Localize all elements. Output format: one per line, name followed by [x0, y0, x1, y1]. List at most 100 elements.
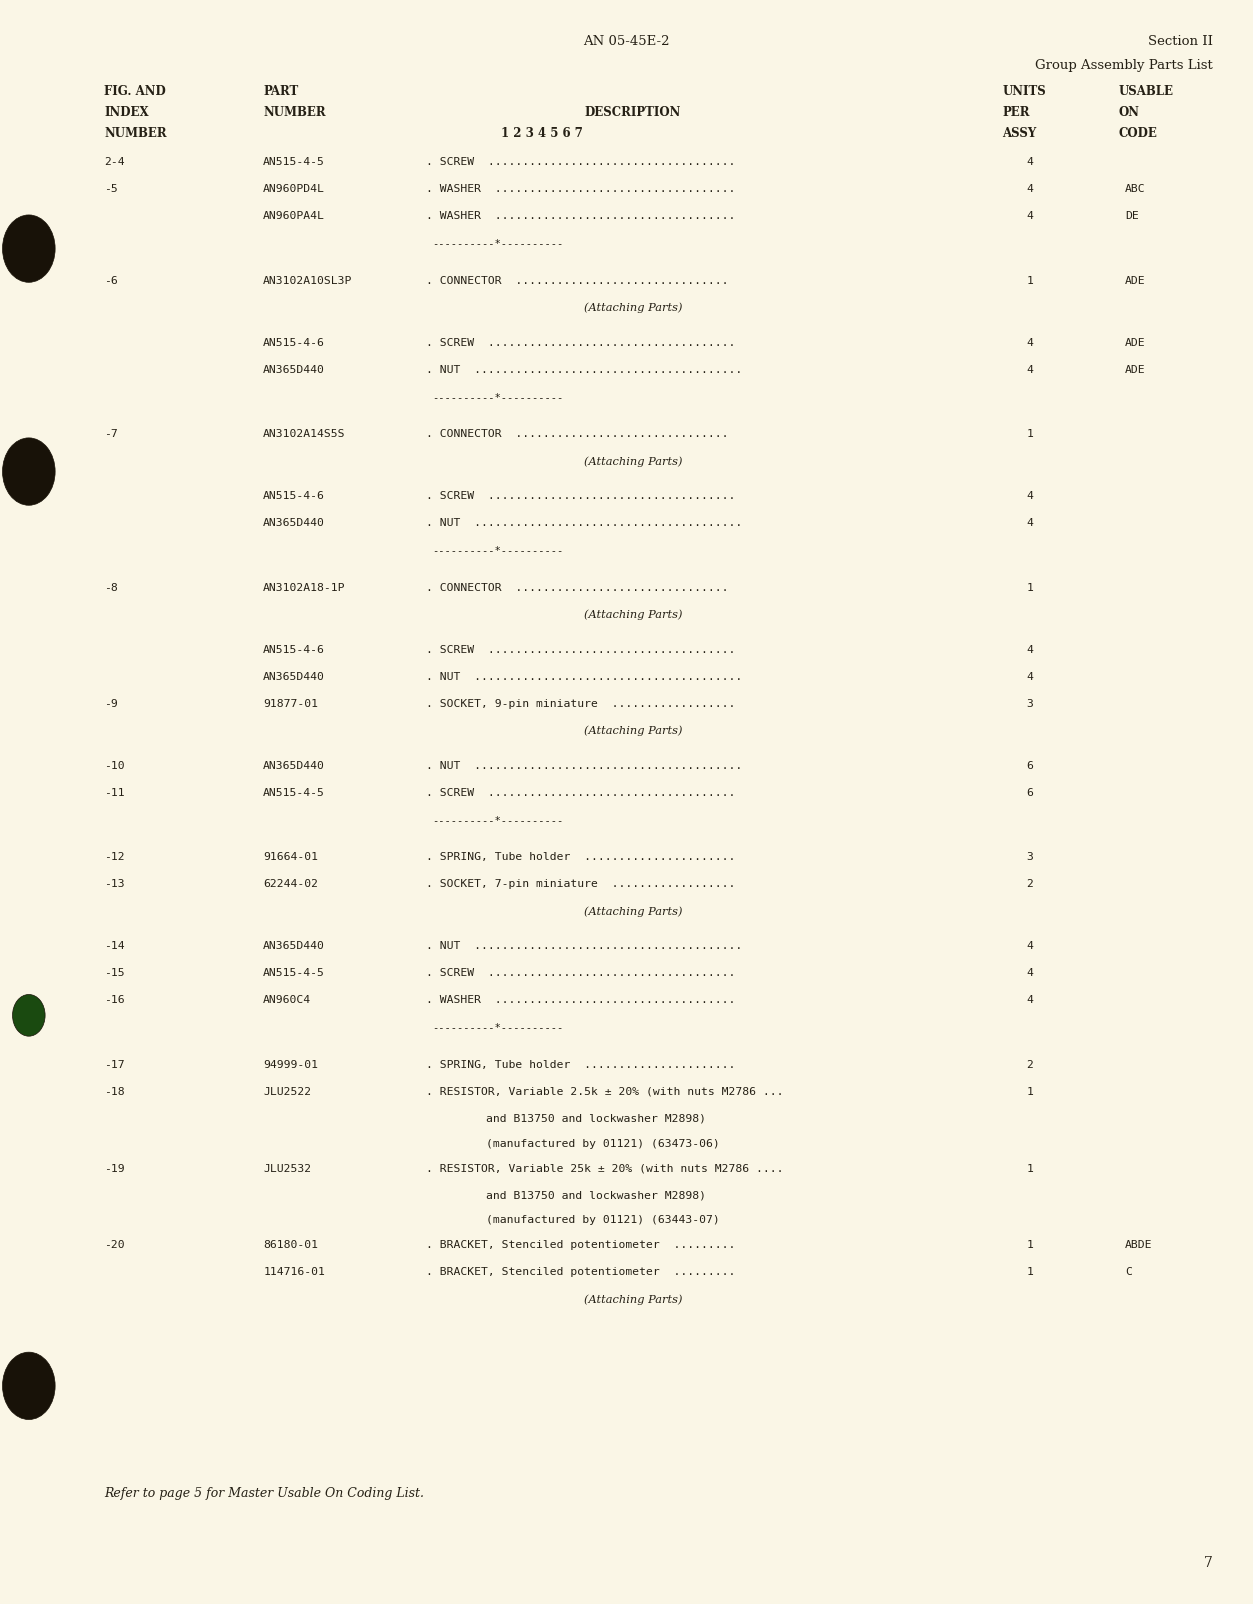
Text: AN365D440: AN365D440: [263, 942, 325, 951]
Text: AN365D440: AN365D440: [263, 760, 325, 772]
Text: AN960PD4L: AN960PD4L: [263, 184, 325, 194]
Text: 4: 4: [1026, 364, 1034, 375]
Text: AN515-4-5: AN515-4-5: [263, 788, 325, 797]
Text: . SOCKET, 7-pin miniature  ..................: . SOCKET, 7-pin miniature ..............…: [426, 879, 736, 889]
Text: AN960PA4L: AN960PA4L: [263, 212, 325, 221]
Text: 1: 1: [1026, 582, 1034, 593]
Text: ON: ON: [1119, 106, 1140, 119]
Text: -16: -16: [104, 994, 124, 1006]
Text: ----------*----------: ----------*----------: [432, 237, 564, 249]
Text: . SCREW  ....................................: . SCREW ................................…: [426, 788, 736, 797]
Text: -15: -15: [104, 969, 124, 978]
Text: and B13750 and lockwasher M2898): and B13750 and lockwasher M2898): [486, 1190, 707, 1200]
Text: -6: -6: [104, 276, 118, 286]
Text: . SCREW  ....................................: . SCREW ................................…: [426, 969, 736, 978]
Text: 1: 1: [1026, 1088, 1034, 1097]
Text: CODE: CODE: [1119, 127, 1158, 140]
Text: . CONNECTOR  ...............................: . CONNECTOR ............................…: [426, 430, 728, 439]
Circle shape: [3, 215, 55, 282]
Text: JLU2532: JLU2532: [263, 1163, 311, 1174]
Text: (manufactured by 01121) (63443-07): (manufactured by 01121) (63443-07): [486, 1216, 720, 1225]
Text: 94999-01: 94999-01: [263, 1060, 318, 1070]
Text: (Attaching Parts): (Attaching Parts): [584, 725, 682, 736]
Text: (Attaching Parts): (Attaching Parts): [584, 1294, 682, 1304]
Text: 3: 3: [1026, 852, 1034, 863]
Text: 7: 7: [1204, 1556, 1213, 1570]
Circle shape: [3, 1352, 55, 1420]
Text: and B13750 and lockwasher M2898): and B13750 and lockwasher M2898): [486, 1113, 707, 1124]
Text: . WASHER  ...................................: . WASHER ...............................…: [426, 212, 736, 221]
Text: ----------*----------: ----------*----------: [432, 815, 564, 824]
Text: 4: 4: [1026, 212, 1034, 221]
Text: . RESISTOR, Variable 2.5k ± 20% (with nuts M2786 ...: . RESISTOR, Variable 2.5k ± 20% (with nu…: [426, 1088, 783, 1097]
Text: . NUT  .......................................: . NUT ..................................…: [426, 942, 742, 951]
Text: -9: -9: [104, 699, 118, 709]
Text: 4: 4: [1026, 645, 1034, 654]
Text: . SPRING, Tube holder  ......................: . SPRING, Tube holder ..................…: [426, 852, 736, 863]
Text: ADE: ADE: [1125, 276, 1145, 286]
Text: 2: 2: [1026, 1060, 1034, 1070]
Text: -13: -13: [104, 879, 124, 889]
Text: USABLE: USABLE: [1119, 85, 1174, 98]
Text: AN3102A18-1P: AN3102A18-1P: [263, 582, 346, 593]
Text: . SCREW  ....................................: . SCREW ................................…: [426, 491, 736, 502]
Text: AN515-4-6: AN515-4-6: [263, 491, 325, 502]
Text: -12: -12: [104, 852, 124, 863]
Text: AN365D440: AN365D440: [263, 672, 325, 682]
Text: AN3102A14S5S: AN3102A14S5S: [263, 430, 346, 439]
Text: Group Assembly Parts List: Group Assembly Parts List: [1035, 59, 1213, 72]
Text: 4: 4: [1026, 491, 1034, 502]
Text: 2-4: 2-4: [104, 157, 124, 167]
Text: (Attaching Parts): (Attaching Parts): [584, 610, 682, 621]
Text: . BRACKET, Stenciled potentiometer  .........: . BRACKET, Stenciled potentiometer .....…: [426, 1267, 736, 1277]
Text: . RESISTOR, Variable 25k ± 20% (with nuts M2786 ....: . RESISTOR, Variable 25k ± 20% (with nut…: [426, 1163, 783, 1174]
Text: . NUT  .......................................: . NUT ..................................…: [426, 672, 742, 682]
Text: -18: -18: [104, 1088, 124, 1097]
Text: -8: -8: [104, 582, 118, 593]
Text: ASSY: ASSY: [1002, 127, 1036, 140]
Text: AN515-4-6: AN515-4-6: [263, 645, 325, 654]
Text: 4: 4: [1026, 969, 1034, 978]
Text: ----------*----------: ----------*----------: [432, 1022, 564, 1033]
Text: AN515-4-5: AN515-4-5: [263, 157, 325, 167]
Text: 4: 4: [1026, 942, 1034, 951]
Text: -10: -10: [104, 760, 124, 772]
Text: -19: -19: [104, 1163, 124, 1174]
Text: ABDE: ABDE: [1125, 1240, 1153, 1250]
Text: ABC: ABC: [1125, 184, 1145, 194]
Text: AN960C4: AN960C4: [263, 994, 311, 1006]
Text: INDEX: INDEX: [104, 106, 149, 119]
Text: . CONNECTOR  ...............................: . CONNECTOR ............................…: [426, 582, 728, 593]
Text: 4: 4: [1026, 184, 1034, 194]
Text: 4: 4: [1026, 518, 1034, 528]
Text: ----------*----------: ----------*----------: [432, 391, 564, 401]
Text: NUMBER: NUMBER: [104, 127, 167, 140]
Text: -20: -20: [104, 1240, 124, 1250]
Text: 4: 4: [1026, 338, 1034, 348]
Text: (manufactured by 01121) (63473-06): (manufactured by 01121) (63473-06): [486, 1139, 720, 1148]
Text: -17: -17: [104, 1060, 124, 1070]
Text: C: C: [1125, 1267, 1131, 1277]
Text: JLU2522: JLU2522: [263, 1088, 311, 1097]
Text: 1: 1: [1026, 276, 1034, 286]
Text: 4: 4: [1026, 157, 1034, 167]
Text: . SCREW  ....................................: . SCREW ................................…: [426, 157, 736, 167]
Text: 91877-01: 91877-01: [263, 699, 318, 709]
Text: 4: 4: [1026, 994, 1034, 1006]
Text: 62244-02: 62244-02: [263, 879, 318, 889]
Text: -14: -14: [104, 942, 124, 951]
Text: DESCRIPTION: DESCRIPTION: [585, 106, 680, 119]
Text: PER: PER: [1002, 106, 1030, 119]
Text: . SPRING, Tube holder  ......................: . SPRING, Tube holder ..................…: [426, 1060, 736, 1070]
Text: AN3102A10SL3P: AN3102A10SL3P: [263, 276, 352, 286]
Text: ADE: ADE: [1125, 338, 1145, 348]
Text: 3: 3: [1026, 699, 1034, 709]
Text: -7: -7: [104, 430, 118, 439]
Text: 2: 2: [1026, 879, 1034, 889]
Text: 1: 1: [1026, 430, 1034, 439]
Text: 1: 1: [1026, 1240, 1034, 1250]
Text: 4: 4: [1026, 672, 1034, 682]
Text: 86180-01: 86180-01: [263, 1240, 318, 1250]
Text: . WASHER  ...................................: . WASHER ...............................…: [426, 184, 736, 194]
Text: ----------*----------: ----------*----------: [432, 545, 564, 555]
